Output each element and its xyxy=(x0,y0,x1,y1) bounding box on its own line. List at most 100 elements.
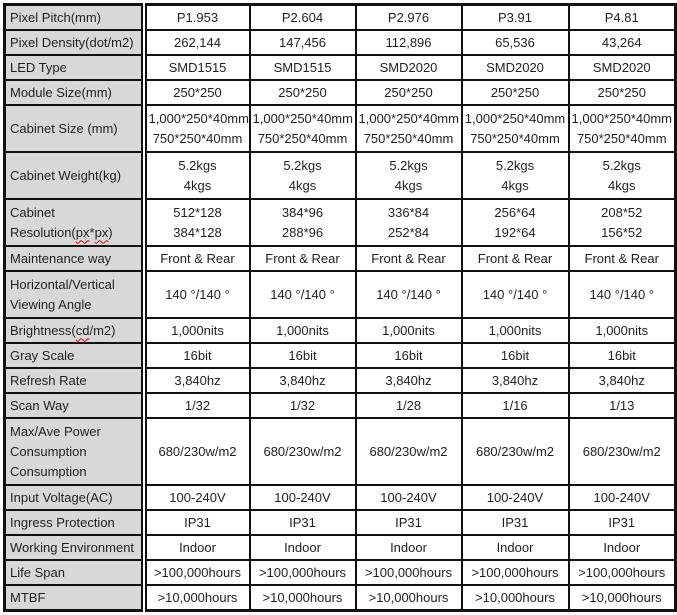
value-cell: >100,000hours xyxy=(460,559,570,586)
row-label-cell: Working Environment xyxy=(3,534,147,561)
value-cell: 208*52 156*52 xyxy=(567,198,677,247)
value-cell: 3,840hz xyxy=(248,367,357,394)
value-cell: Indoor xyxy=(248,534,357,561)
value-cell: 1,000nits xyxy=(460,317,570,344)
value-cell: 1,000*250*40mm 750*250*40mm xyxy=(142,104,251,153)
value-cell: P3.91 xyxy=(460,3,570,31)
value-cell: >100,000hours xyxy=(248,559,357,586)
value-cell: IP31 xyxy=(142,509,251,536)
value-cell: SMD2020 xyxy=(567,54,677,81)
value-cell: P1.953 xyxy=(142,3,251,31)
value-cell: Indoor xyxy=(460,534,570,561)
row-label-cell: Cabinet Size (mm) xyxy=(3,104,147,153)
table-row: Max/Ave Power Consumption Consumption 680/2… xyxy=(3,417,677,486)
table-row: Maintenance way Front & Rear Front & Rear F… xyxy=(3,245,677,272)
value-cell: 1/28 xyxy=(354,392,463,419)
value-cell: 680/230w/m2 xyxy=(460,417,570,486)
row-label-cell: Scan Way xyxy=(3,392,147,419)
table-row: Brightness(cd/m2) 1,000nits 1,000nits 1,000… xyxy=(3,317,677,344)
table-row: Cabinet Weight(kg) 5.2kgs 4kgs 5.2kgs 4kgs 5.… xyxy=(3,151,677,200)
value-cell: 3,840hz xyxy=(354,367,463,394)
table-row: Refresh Rate 3,840hz 3,840hz 3,840hz 3,840hz… xyxy=(3,367,677,394)
value-cell: 1/32 xyxy=(248,392,357,419)
value-cell: Indoor xyxy=(354,534,463,561)
value-cell: Indoor xyxy=(567,534,677,561)
value-cell: 262,144 xyxy=(142,29,251,56)
value-cell: >10,000hours xyxy=(567,584,677,612)
table-row: Life Span >100,000hours >100,000hours >100,… xyxy=(3,559,677,586)
value-cell: 100-240V xyxy=(248,484,357,511)
value-cell: 680/230w/m2 xyxy=(354,417,463,486)
table-row: LED Type SMD1515 SMD1515 SMD2020 SMD2020 SMD2… xyxy=(3,54,677,81)
table-row: Ingress Protection IP31 IP31 IP31 IP31 IP31 xyxy=(3,509,677,536)
table-row: Scan Way 1/32 1/32 1/28 1/16 1/13 xyxy=(3,392,677,419)
value-cell: 5.2kgs 4kgs xyxy=(354,151,463,200)
value-cell: Front & Rear xyxy=(460,245,570,272)
value-cell: >100,000hours xyxy=(142,559,251,586)
row-label-cell: Refresh Rate xyxy=(3,367,147,394)
value-cell: >100,000hours xyxy=(354,559,463,586)
value-cell: >10,000hours xyxy=(142,584,251,612)
value-cell: SMD2020 xyxy=(354,54,463,81)
table-row: Module Size(mm) 250*250 250*250 250*250 250*… xyxy=(3,79,677,106)
value-cell: 1/32 xyxy=(142,392,251,419)
value-cell: 100-240V xyxy=(460,484,570,511)
value-cell: SMD1515 xyxy=(142,54,251,81)
value-cell: 140 °/140 ° xyxy=(248,270,357,319)
row-label-cell: Gray Scale xyxy=(3,342,147,369)
row-label-cell: LED Type xyxy=(3,54,147,81)
table-row: Horizontal/Vertical Viewing Angle 140 °/14… xyxy=(3,270,677,319)
row-label-cell: Cabinet Resolution(px*px) xyxy=(3,198,147,247)
table-row: Working Environment Indoor Indoor Indoor Ind… xyxy=(3,534,677,561)
value-cell: 1,000nits xyxy=(142,317,251,344)
value-cell: 140 °/140 ° xyxy=(567,270,677,319)
value-cell: >10,000hours xyxy=(460,584,570,612)
misspelling-mark: px xyxy=(94,224,109,240)
value-cell: 1,000*250*40mm 750*250*40mm xyxy=(567,104,677,153)
value-cell: 512*128 384*128 xyxy=(142,198,251,247)
value-cell: IP31 xyxy=(567,509,677,536)
table-row: Cabinet Size (mm) 1,000*250*40mm 750*250*4… xyxy=(3,104,677,153)
value-cell: 1/13 xyxy=(567,392,677,419)
value-cell: 1,000*250*40mm 750*250*40mm xyxy=(354,104,463,153)
table-row: Gray Scale 16bit 16bit 16bit 16bit 16bit xyxy=(3,342,677,369)
value-cell: 3,840hz xyxy=(142,367,251,394)
value-cell: 140 °/140 ° xyxy=(142,270,251,319)
misspelling-mark: cd xyxy=(75,322,90,338)
row-label-cell: Module Size(mm) xyxy=(3,79,147,106)
value-cell: IP31 xyxy=(460,509,570,536)
value-cell: IP31 xyxy=(354,509,463,536)
value-cell: 250*250 xyxy=(142,79,251,106)
value-cell: 65,536 xyxy=(460,29,570,56)
value-cell: 1/16 xyxy=(460,392,570,419)
spec-table: Pixel Pitch(mm) P1.953 P2.604 P2.976 P3.91 P4… xyxy=(3,3,677,612)
value-cell: 5.2kgs 4kgs xyxy=(567,151,677,200)
table-row: Pixel Pitch(mm) P1.953 P2.604 P2.976 P3.91 P4… xyxy=(3,3,677,31)
value-cell: P2.604 xyxy=(248,3,357,31)
value-cell: 16bit xyxy=(567,342,677,369)
value-cell: SMD2020 xyxy=(460,54,570,81)
value-cell: 43,264 xyxy=(567,29,677,56)
value-cell: 3,840hz xyxy=(567,367,677,394)
value-cell: 100-240V xyxy=(354,484,463,511)
value-cell: Front & Rear xyxy=(567,245,677,272)
value-cell: Front & Rear xyxy=(142,245,251,272)
value-cell: SMD1515 xyxy=(248,54,357,81)
row-label-cell: Max/Ave Power Consumption Consumption xyxy=(3,417,147,486)
row-label-cell: Cabinet Weight(kg) xyxy=(3,151,147,200)
row-label-cell: Horizontal/Vertical Viewing Angle xyxy=(3,270,147,319)
value-cell: 100-240V xyxy=(142,484,251,511)
value-cell: P2.976 xyxy=(354,3,463,31)
value-cell: 256*64 192*64 xyxy=(460,198,570,247)
value-cell: 147,456 xyxy=(248,29,357,56)
row-label-cell: Life Span xyxy=(3,559,147,586)
value-cell: 1,000nits xyxy=(248,317,357,344)
value-cell: P4.81 xyxy=(567,3,677,31)
row-label-cell: Input Voltage(AC) xyxy=(3,484,147,511)
table-row: Cabinet Resolution(px*px) 512*128 384*128 38… xyxy=(3,198,677,247)
value-cell: Front & Rear xyxy=(354,245,463,272)
value-cell: 1,000nits xyxy=(567,317,677,344)
table-row: Input Voltage(AC) 100-240V 100-240V 100-240… xyxy=(3,484,677,511)
table-row: Pixel Density(dot/m2) 262,144 147,456 112,8… xyxy=(3,29,677,56)
value-cell: 250*250 xyxy=(567,79,677,106)
